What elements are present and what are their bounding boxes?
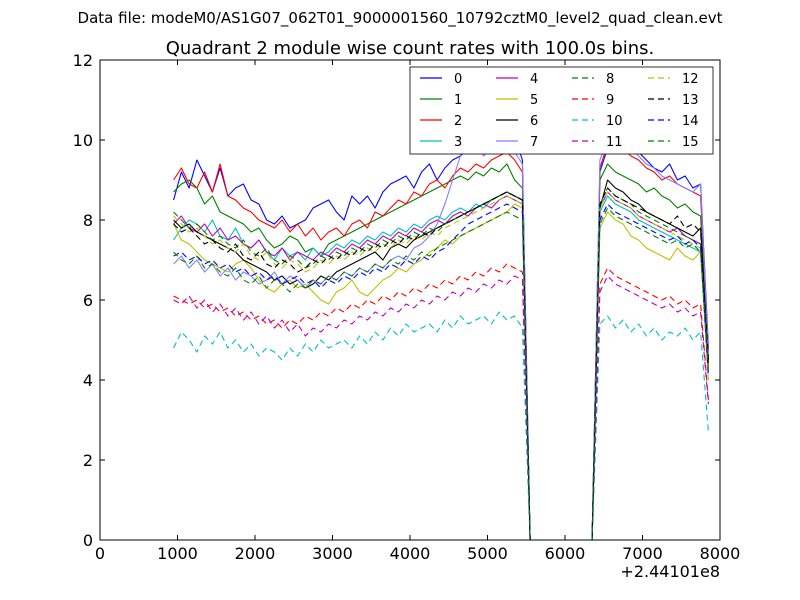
series-line-13: [173, 187, 709, 540]
series-line-11: [173, 275, 709, 540]
y-tick-label: 2: [83, 451, 93, 470]
series-line-1: [173, 163, 709, 540]
x-tick-label: 4000: [390, 544, 431, 563]
y-tick-label: 0: [83, 531, 93, 550]
x-tick-label: 1000: [157, 544, 198, 563]
y-tick-label: 4: [83, 371, 93, 390]
legend-label-9: 9: [606, 93, 614, 108]
chart-title: Quadrant 2 module wise count rates with …: [166, 38, 655, 59]
legend-label-14: 14: [682, 114, 699, 129]
legend-label-3: 3: [454, 135, 462, 150]
series-line-12: [173, 191, 709, 540]
series-line-14: [173, 203, 709, 540]
y-tick-label: 12: [73, 51, 93, 70]
legend-label-5: 5: [530, 93, 538, 108]
x-offset-label: +2.44101e8: [620, 562, 720, 581]
legend-label-11: 11: [606, 135, 623, 150]
x-tick-label: 7000: [622, 544, 663, 563]
legend-label-6: 6: [530, 114, 538, 129]
legend-label-4: 4: [530, 72, 538, 87]
x-tick-label: 8000: [700, 544, 741, 563]
y-tick-label: 6: [83, 291, 93, 310]
x-tick-label: 3000: [312, 544, 353, 563]
y-tick-label: 8: [83, 211, 93, 230]
series-line-5: [173, 203, 709, 540]
series-line-15: [173, 207, 709, 540]
legend-label-8: 8: [606, 72, 614, 87]
x-tick-label: 2000: [235, 544, 276, 563]
y-tick-label: 10: [73, 131, 93, 150]
legend-label-12: 12: [682, 72, 699, 87]
x-tick-label: 5000: [467, 544, 508, 563]
legend-label-7: 7: [530, 135, 538, 150]
x-tick-label: 6000: [545, 544, 586, 563]
legend-box: [409, 66, 714, 155]
series-line-8: [173, 187, 709, 540]
legend-label-2: 2: [454, 114, 462, 129]
legend-label-13: 13: [682, 93, 699, 108]
figure-suptitle: Data file: modeM0/AS1G07_062T01_90000015…: [78, 9, 723, 28]
legend-label-15: 15: [682, 135, 699, 150]
ticks-layer: 0 1000 2000 3000 4000 5000 6000 7000 80000246810…: [73, 51, 741, 563]
legend-label-10: 10: [606, 114, 623, 129]
series-layer: [173, 131, 709, 540]
series-line-10: [173, 311, 709, 540]
legend-label-0: 0: [454, 72, 462, 87]
legend-label-1: 1: [454, 93, 462, 108]
x-tick-label: 0: [95, 544, 105, 563]
